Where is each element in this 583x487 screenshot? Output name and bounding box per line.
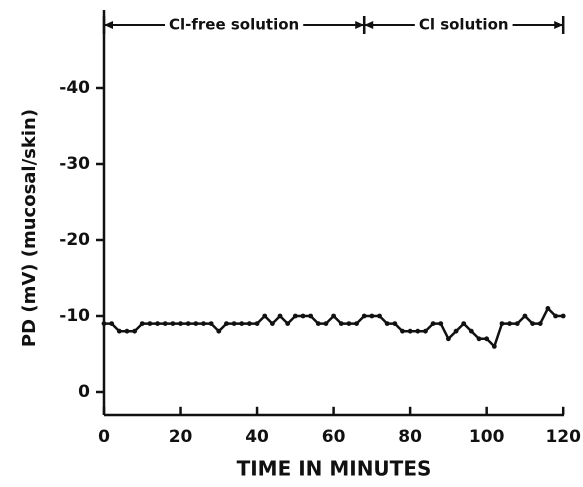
data-point: [468, 328, 474, 334]
data-point: [415, 328, 421, 334]
data-point: [315, 321, 321, 326]
x-tick-label: 80: [398, 427, 422, 447]
x-axis-label: TIME IN MINUTES: [237, 457, 432, 481]
data-point: [185, 321, 191, 326]
x-tick-label: 60: [322, 427, 346, 447]
data-point: [377, 313, 382, 319]
data-point: [476, 336, 482, 342]
data-point: [254, 321, 260, 326]
data-point: [384, 321, 390, 326]
data-point: [155, 321, 160, 326]
data-point: [514, 321, 520, 326]
data-point: [338, 321, 344, 326]
data-point: [553, 313, 558, 319]
data-point: [109, 321, 115, 326]
data-point: [491, 344, 497, 349]
data-point: [522, 313, 528, 319]
data-point: [147, 321, 153, 326]
arrow-head: [355, 21, 365, 29]
data-point: [300, 313, 306, 319]
x-tick-label: 40: [245, 427, 269, 447]
y-axis-label: PD (mV) (mucosal/skin): [19, 109, 40, 347]
data-point: [224, 321, 229, 326]
data-point: [132, 328, 138, 334]
data-point: [139, 321, 145, 326]
data-point: [530, 321, 535, 326]
data-point: [438, 321, 444, 326]
x-tick-label: 20: [169, 427, 193, 447]
data-point: [277, 313, 283, 319]
data-point: [285, 321, 291, 326]
data-point: [201, 321, 206, 326]
data-point: [247, 321, 252, 326]
data-point: [208, 321, 214, 326]
data-point: [331, 313, 336, 319]
data-point: [545, 306, 551, 311]
y-tick-label: -40: [59, 78, 90, 98]
data-point: [453, 328, 459, 334]
arrow-head: [554, 21, 564, 29]
data-point: [170, 321, 176, 326]
x-tick-label: 0: [98, 427, 110, 447]
data-point: [262, 313, 268, 319]
data-point: [392, 321, 398, 326]
arrow-head: [104, 21, 113, 29]
data-point: [101, 321, 107, 326]
data-point: [162, 321, 168, 326]
y-tick-label: -20: [59, 230, 90, 250]
data-point: [116, 328, 122, 334]
data-point: [446, 336, 451, 342]
data-point: [354, 321, 359, 326]
x-tick-label: 120: [545, 427, 581, 447]
data-point: [461, 321, 467, 326]
data-point: [239, 321, 245, 326]
data-point: [292, 313, 298, 319]
x-tick-label: 100: [469, 427, 505, 447]
phase-label: Cl solution: [419, 16, 509, 34]
data-point: [537, 321, 543, 326]
data-point: [269, 321, 275, 326]
data-point: [308, 313, 314, 319]
data-point: [193, 321, 199, 326]
data-point: [430, 321, 436, 326]
data-point: [400, 328, 405, 334]
data-point: [178, 321, 183, 326]
y-tick-label: -30: [59, 154, 90, 174]
data-point: [124, 328, 130, 334]
phase-label: Cl-free solution: [169, 16, 299, 34]
arrow-head: [364, 21, 374, 29]
data-point: [323, 321, 329, 326]
data-point: [507, 321, 513, 326]
data-point: [361, 313, 367, 319]
phase-label-bg: [164, 15, 304, 34]
data-point: [407, 328, 413, 334]
data-point: [231, 321, 237, 326]
data-point: [346, 321, 352, 326]
y-tick-label: -10: [59, 306, 90, 326]
data-point: [560, 313, 566, 319]
data-point: [369, 313, 375, 319]
y-tick-label: 0: [78, 382, 90, 402]
phase-label-bg: [414, 15, 513, 34]
data-point: [216, 328, 222, 334]
data-point: [484, 336, 490, 342]
data-point: [499, 321, 505, 326]
data-point: [423, 328, 428, 334]
